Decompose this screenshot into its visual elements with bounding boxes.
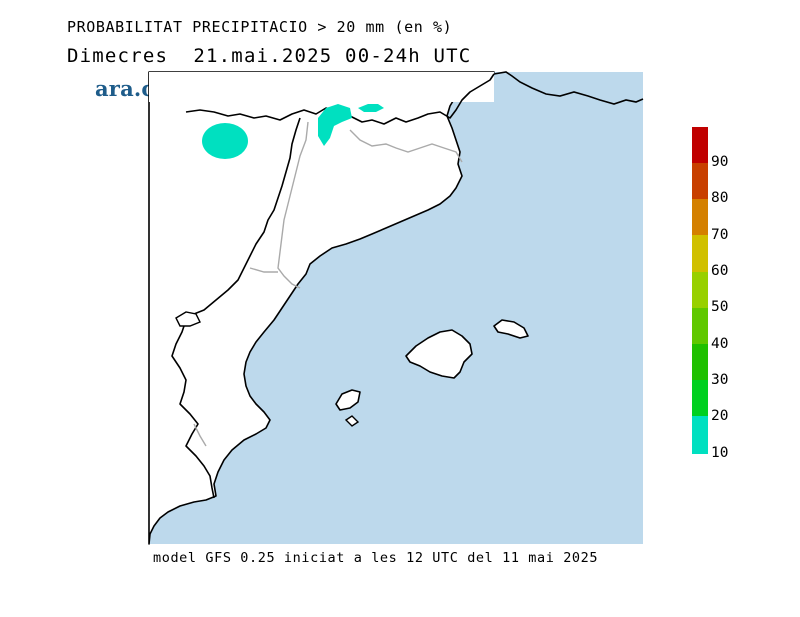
legend-swatch-40	[692, 308, 708, 344]
legend-label-60: 60	[711, 263, 729, 279]
precip-area-east	[358, 104, 384, 112]
legend-swatch-70	[692, 199, 708, 235]
inland-enclave	[175, 311, 201, 327]
legend-swatch-60	[692, 235, 708, 272]
legend-swatch-80	[692, 163, 708, 199]
legend-swatch-20	[692, 380, 708, 416]
legend-swatch-90	[692, 127, 708, 163]
precip-area-andorra	[318, 104, 352, 146]
legend-label-40: 40	[711, 336, 729, 352]
island-formentera	[344, 415, 360, 427]
legend-swatch-30	[692, 344, 708, 380]
legend-label-70: 70	[711, 227, 729, 243]
legend-label-80: 80	[711, 190, 729, 206]
mainland	[148, 71, 495, 545]
legend-label-20: 20	[711, 408, 729, 424]
legend-label-90: 90	[711, 154, 729, 170]
coast-north-east	[493, 71, 644, 105]
island-mallorca	[405, 329, 473, 379]
footer-note: model GFS 0.25 iniciat a les 12 UTC del …	[153, 550, 599, 566]
outside-top	[149, 72, 494, 102]
island-eivissa	[335, 389, 361, 411]
title-line-1: PROBABILITAT PRECIPITACIO > 20 mm (en %)	[67, 18, 453, 36]
legend-swatch-50	[692, 272, 708, 308]
pyrenees-border	[185, 73, 495, 125]
internal-borders	[193, 121, 463, 447]
title-line-2: Dimecres 21.mai.2025 00-24h UTC	[67, 45, 472, 67]
legend-label-50: 50	[711, 299, 729, 315]
island-menorca	[493, 319, 529, 339]
legend-label-10: 10	[711, 445, 729, 461]
legend-swatch-10	[692, 416, 708, 454]
legend-label-30: 30	[711, 372, 729, 388]
precip-area-west	[202, 123, 248, 159]
